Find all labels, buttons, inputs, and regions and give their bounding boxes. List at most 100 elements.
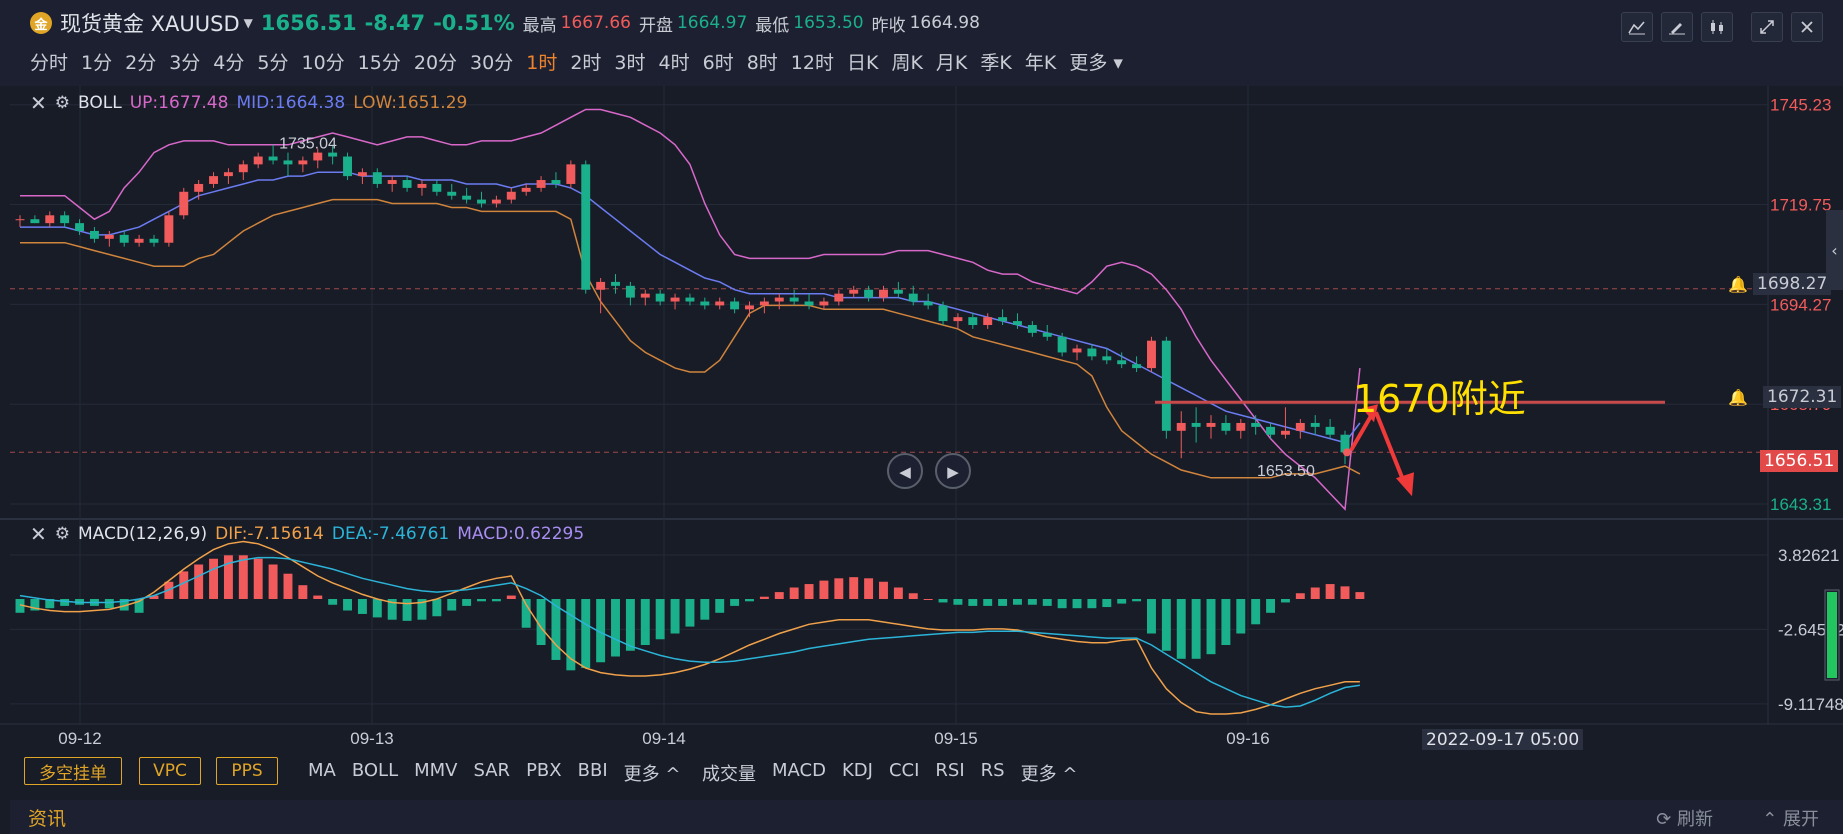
forecast-arrow-up: [1349, 413, 1374, 452]
settings-icon[interactable]: ⚙: [54, 524, 71, 544]
tab-timeframe[interactable]: 20分: [413, 52, 458, 74]
settings-icon[interactable]: ⚙: [54, 93, 71, 113]
main-indicator-item[interactable]: BBI: [577, 760, 608, 781]
macd-tick-label: -9.11748: [1778, 695, 1843, 714]
candle-body: [313, 152, 323, 161]
tab-timeframe[interactable]: 季K: [980, 52, 1012, 74]
pps-button[interactable]: PPS: [216, 757, 278, 785]
main-indicator-item[interactable]: 更多 ^: [623, 764, 681, 785]
macd-bar: [1132, 599, 1142, 602]
tab-timeframe[interactable]: 5分: [257, 52, 289, 74]
tab-timeframe[interactable]: 3时: [614, 52, 646, 74]
draw-pen-icon[interactable]: [1661, 12, 1693, 42]
tab-timeframe[interactable]: 1分: [81, 52, 113, 74]
candle-body: [804, 301, 814, 306]
macd-bar: [194, 564, 204, 599]
macd-bar: [774, 592, 784, 599]
macd-bar: [238, 555, 248, 599]
candle-body: [89, 230, 99, 239]
alert-price-tag[interactable]: 1672.31: [1763, 386, 1842, 408]
candle-style-icon[interactable]: [1701, 12, 1733, 42]
sub-indicator-item[interactable]: MACD: [772, 760, 826, 781]
macd-bar: [551, 599, 561, 660]
candle-body: [253, 156, 263, 165]
macd-bar: [357, 599, 367, 614]
tab-timeframe[interactable]: 4时: [658, 52, 690, 74]
tab-timeframe[interactable]: 周K: [891, 52, 923, 74]
close-icon[interactable]: [1791, 12, 1823, 42]
vpc-button[interactable]: VPC: [139, 757, 201, 785]
x-tick-label: 09-14: [642, 729, 685, 746]
news-bar: 资讯 ⟳ 刷新 ⌃ 展开: [10, 800, 1843, 834]
tab-timeframe[interactable]: 月K: [935, 52, 968, 74]
macd-bar: [432, 599, 442, 617]
sub-indicator-item[interactable]: CCI: [888, 760, 920, 781]
refresh-button[interactable]: ⟳ 刷新: [1656, 809, 1713, 830]
fullscreen-icon[interactable]: [1751, 12, 1783, 42]
last-price-dot: [1343, 448, 1351, 457]
tab-timeframe[interactable]: 日K: [846, 52, 879, 74]
tab-timeframe[interactable]: 2时: [570, 52, 602, 74]
boll-upper-line: [20, 108, 1361, 511]
close-icon[interactable]: ✕: [30, 91, 47, 115]
chart-canvas[interactable]: 1745.231719.751694.271668.791643.313.826…: [0, 86, 1843, 746]
quote-bar: 金 现货黄金 XAUUSD ▼ 1656.51 -8.47 -0.51% 最高 …: [30, 8, 980, 38]
tab-timeframe[interactable]: 年K: [1024, 52, 1057, 74]
candle-body: [1102, 356, 1112, 361]
tab-timeframe[interactable]: 6时: [702, 52, 734, 74]
sub-indicator-item[interactable]: KDJ: [841, 760, 873, 781]
macd-bar: [596, 599, 606, 663]
next-icon: ▶: [947, 463, 959, 481]
gauge-fill: [1827, 592, 1837, 678]
bell-icon[interactable]: 🔔: [1728, 275, 1748, 294]
close-icon[interactable]: ✕: [30, 522, 47, 546]
expand-button[interactable]: ⌃ 展开: [1762, 809, 1819, 830]
sub-indicator-item[interactable]: RSI: [935, 760, 965, 781]
candle-body: [953, 317, 963, 322]
line-chart-icon[interactable]: [1621, 12, 1653, 42]
bell-icon[interactable]: 🔔: [1728, 388, 1748, 407]
candle-body: [759, 301, 769, 306]
tab-timeframe[interactable]: 30分: [470, 52, 514, 74]
tab-timeframe[interactable]: 2分: [125, 52, 157, 74]
collapse-panel-icon[interactable]: ‹: [1826, 210, 1843, 290]
main-indicator-item[interactable]: BOLL: [351, 760, 399, 781]
price-change-pct: -0.51%: [433, 11, 515, 35]
main-indicator-item[interactable]: MA: [308, 760, 336, 781]
main-indicator-item[interactable]: SAR: [473, 760, 511, 781]
candle-body: [1042, 332, 1052, 337]
symbol-name[interactable]: 现货黄金 XAUUSD: [60, 12, 240, 36]
candle-body: [521, 187, 531, 192]
news-tab[interactable]: 资讯: [28, 808, 67, 830]
macd-dea-line: [19, 556, 1361, 708]
tab-timeframe[interactable]: 8时: [746, 52, 778, 74]
play-prev-button: [887, 453, 923, 489]
main-indicator-item[interactable]: MMV: [414, 760, 458, 781]
main-indicator-item[interactable]: PBX: [526, 760, 562, 781]
sub-indicator-item[interactable]: 更多 ^: [1020, 764, 1078, 785]
tab-timeframe[interactable]: 10分: [301, 52, 345, 74]
low-marker: 1653.50: [1257, 463, 1315, 480]
tab-timeframe[interactable]: 4分: [213, 52, 245, 74]
prev-close-label: 昨收: [871, 15, 906, 36]
sub-indicator-item[interactable]: RS: [980, 760, 1005, 781]
tab-timeframe[interactable]: 15分: [357, 52, 401, 74]
candle-body: [715, 301, 725, 306]
tab-timeframe[interactable]: 3分: [169, 52, 201, 74]
chevron-down-icon[interactable]: ▼: [243, 16, 253, 30]
alert-price-tag[interactable]: 1698.27: [1753, 273, 1832, 295]
candle-body: [730, 301, 740, 310]
high-label: 最高: [522, 15, 557, 36]
tab-timeframe[interactable]: 更多 ▾: [1069, 52, 1123, 74]
sub-indicator-item[interactable]: 成交量: [702, 764, 756, 785]
candle-body: [1027, 325, 1037, 333]
macd-bar: [1355, 592, 1365, 599]
candle-body: [477, 199, 486, 204]
candle-body: [298, 160, 308, 165]
tab-timeframe[interactable]: 1时: [526, 52, 558, 74]
long-short-button[interactable]: 多空挂单: [24, 757, 122, 785]
macd-bar: [179, 571, 189, 599]
tab-timeframe[interactable]: 分时: [30, 52, 69, 74]
tab-timeframe[interactable]: 12时: [790, 52, 834, 74]
macd-bar: [134, 599, 144, 613]
